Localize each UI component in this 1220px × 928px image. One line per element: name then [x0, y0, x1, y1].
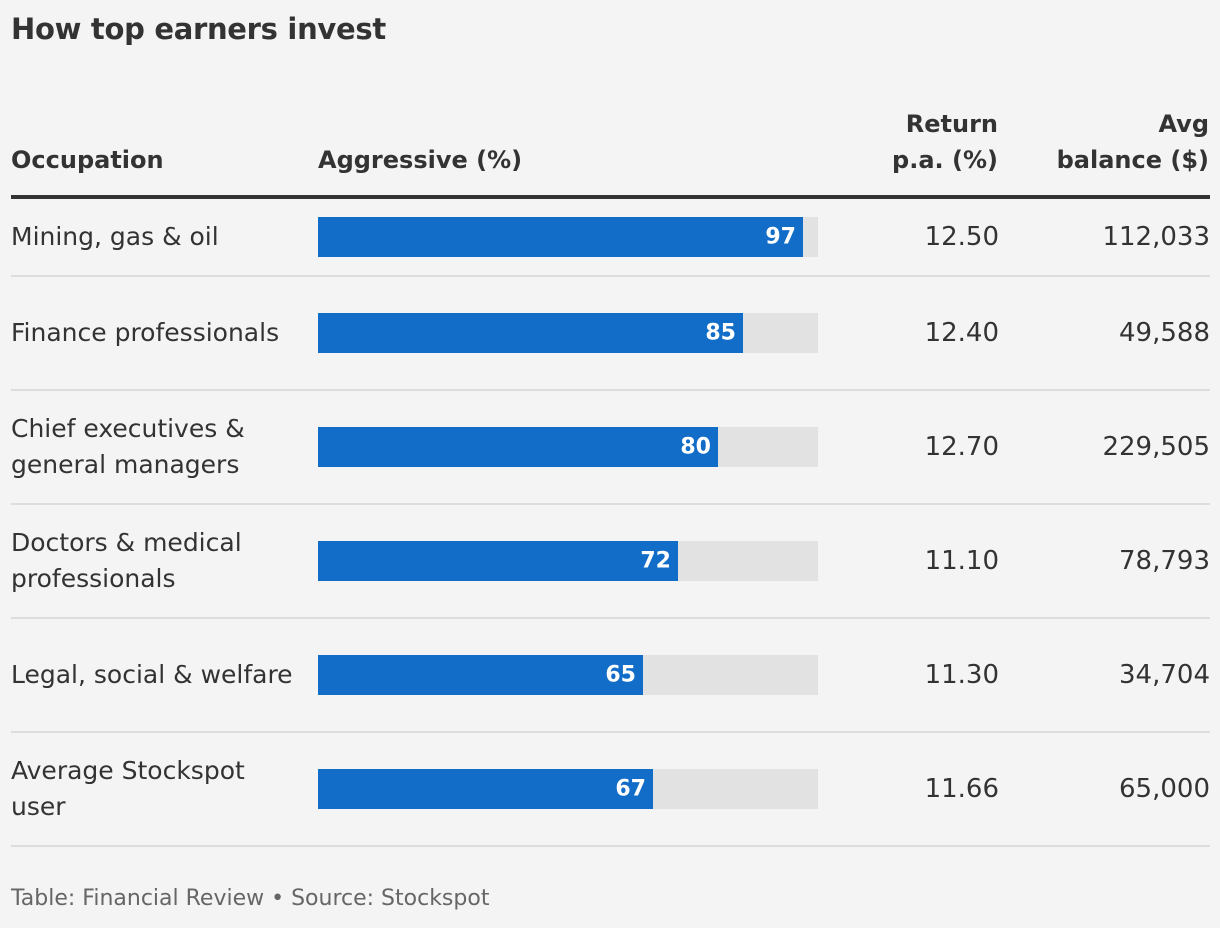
bar-fill: 65	[318, 655, 643, 695]
balance-value: 229,505	[1102, 432, 1210, 462]
balance-value: 78,793	[1119, 546, 1210, 576]
table-row: Mining, gas & oil 97 12.50 112,033	[11, 199, 1210, 277]
bar-track: 67	[318, 769, 818, 809]
bar-fill: 72	[318, 541, 678, 581]
return-value: 12.70	[924, 432, 999, 462]
occupation-label: Mining, gas & oil	[11, 222, 219, 251]
return-value: 11.66	[924, 774, 999, 804]
table-row: Legal, social & welfare 65 11.30 34,704	[11, 619, 1210, 733]
occupation-label: Legal, social & welfare	[11, 660, 293, 689]
return-value: 11.30	[924, 660, 999, 690]
bar-track: 72	[318, 541, 818, 581]
bar-value-label: 67	[615, 776, 646, 802]
header-aggressive: Aggressive (%)	[318, 146, 523, 174]
bar-track: 80	[318, 427, 818, 467]
bar-fill: 85	[318, 313, 743, 353]
table-body: Mining, gas & oil 97 12.50 112,033 Finance p…	[11, 199, 1210, 847]
bar-value-label: 85	[705, 320, 736, 346]
header-return-line1: Return	[905, 110, 998, 138]
return-value: 11.10	[924, 546, 999, 576]
balance-value: 65,000	[1119, 774, 1210, 804]
header-return-line2: p.a. (%)	[892, 146, 998, 174]
header-balance-line1: Avg	[1158, 110, 1209, 138]
bar-value-label: 65	[605, 662, 636, 688]
table-row: Doctors & medical professionals 72 11.10 78…	[11, 505, 1210, 619]
balance-value: 34,704	[1119, 660, 1210, 690]
balance-value: 49,588	[1119, 318, 1210, 348]
bar-track: 97	[318, 217, 818, 257]
return-value: 12.40	[924, 318, 999, 348]
chart-title: How top earners invest	[11, 12, 386, 46]
bar-track: 85	[318, 313, 818, 353]
table-row: Chief executives & general managers 80 12.…	[11, 391, 1210, 505]
bar-fill: 67	[318, 769, 653, 809]
header-occupation: Occupation	[11, 146, 164, 174]
header-balance-line2: balance ($)	[1056, 146, 1209, 174]
table-row: Average Stockspot user 67 11.66 65,000	[11, 733, 1210, 847]
bar-value-label: 72	[640, 548, 671, 574]
header-divider	[11, 195, 1210, 199]
bar-value-label: 80	[680, 434, 711, 460]
occupation-label: Chief executives & general managers	[11, 414, 245, 479]
bar-fill: 97	[318, 217, 803, 257]
occupation-label: Finance professionals	[11, 318, 280, 347]
header-return: Return p.a. (%)	[892, 106, 998, 178]
balance-value: 112,033	[1102, 222, 1210, 252]
bar-value-label: 97	[765, 224, 796, 250]
occupation-label: Average Stockspot user	[11, 756, 245, 821]
return-value: 12.50	[924, 222, 999, 252]
footer-credit: Table: Financial Review • Source: Stocks…	[11, 886, 490, 911]
bar-fill: 80	[318, 427, 718, 467]
header-balance: Avg balance ($)	[1057, 106, 1209, 178]
bar-track: 65	[318, 655, 818, 695]
table-row: Finance professionals 85 12.40 49,588	[11, 277, 1210, 391]
occupation-label: Doctors & medical professionals	[11, 528, 242, 593]
